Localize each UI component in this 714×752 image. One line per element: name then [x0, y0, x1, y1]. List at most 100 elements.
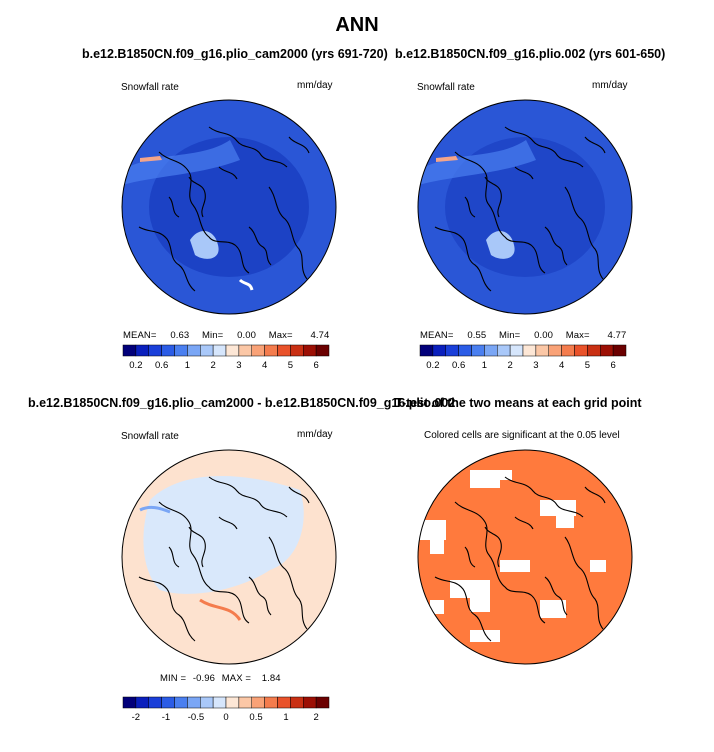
- colorbar-1-swatch: [264, 344, 278, 357]
- colorbar-1-swatch: [161, 344, 175, 357]
- panel-4-significant-field: [418, 450, 632, 664]
- colorbar-1-swatch: [148, 344, 162, 357]
- panel-1-mean-value: 0.63: [170, 330, 190, 341]
- colorbar-1: 0.2 0.6 1 2 3 4 5 6: [122, 344, 330, 371]
- colorbar-3-swatch: [251, 696, 265, 709]
- panel-1-map-border: [121, 99, 337, 315]
- colorbar-3-swatch: [290, 696, 304, 709]
- panel-1-map: [122, 100, 336, 314]
- colorbar-1-swatch: [200, 344, 214, 357]
- panel-3-min-label: MIN =: [160, 673, 187, 684]
- panel-3-max-value: 1.84: [261, 673, 281, 684]
- panel-1-min-value: 0.00: [237, 330, 257, 341]
- panel-2-units-label: mm/day: [592, 80, 628, 91]
- panel-4-title: T-test of the two means at each grid poi…: [395, 396, 642, 410]
- panel-1-units-label: mm/day: [297, 80, 333, 91]
- panel-1-max-value: 4.74: [310, 330, 330, 341]
- colorbar-3-swatch: [225, 696, 240, 709]
- colorbar-3-swatch: [303, 696, 317, 709]
- panel-2-high-spot: [436, 156, 458, 162]
- figure-title: ANN: [335, 14, 379, 36]
- colorbar-1-tick-label: 0.6: [155, 360, 168, 371]
- panel-1-min-label: Min=: [202, 330, 224, 341]
- panel-4-map-border: [417, 449, 633, 665]
- colorbar-1-swatch: [135, 344, 149, 357]
- colorbar-3-swatch: [212, 696, 227, 709]
- panel-1-high-spot: [140, 156, 162, 162]
- colorbar-3-tick-label: -2: [132, 712, 140, 723]
- colorbar-1-tick-label: 6: [313, 360, 318, 371]
- panel-3-units-label: mm/day: [297, 429, 333, 440]
- panel-3-map: [122, 450, 336, 664]
- colorbar-1-tick-label: 1: [185, 360, 190, 371]
- panel-1-max-label: Max=: [268, 330, 293, 341]
- panel-2-field: [418, 100, 632, 314]
- panel-3-map-border: [121, 449, 337, 665]
- colorbar-2-tick-label: 0.2: [426, 360, 439, 371]
- colorbar-1-swatch: [122, 344, 137, 357]
- panel-3-negative-streak: [139, 505, 171, 514]
- panel-2-mean-label: MEAN=: [420, 330, 454, 341]
- colorbar-2-swatch: [432, 344, 446, 357]
- colorbar-2-swatch: [458, 344, 472, 357]
- panel-2-map-border: [417, 99, 633, 315]
- panel-2-mean-value: 0.55: [467, 330, 487, 341]
- panel-1-mean-label: MEAN=: [123, 330, 157, 341]
- colorbar-3-tick-label: 2: [313, 712, 318, 723]
- colorbar-1-swatch: [251, 344, 265, 357]
- colorbar-2-swatch: [522, 344, 537, 357]
- colorbar-1-swatch: [303, 344, 317, 357]
- colorbar-2-swatch: [612, 344, 627, 357]
- colorbar-2-swatch: [471, 344, 485, 357]
- colorbar-2-swatch: [587, 344, 601, 357]
- panel-3-negative-region: [143, 476, 304, 594]
- panel-1-title: b.e12.B1850CN.f09_g16.plio_cam2000 (yrs …: [82, 47, 388, 61]
- colorbar-3-swatch: [148, 696, 162, 709]
- colorbar-2-swatch: [419, 344, 434, 357]
- panel-2-max-value: 4.77: [607, 330, 627, 341]
- colorbar-3-swatch: [161, 696, 175, 709]
- panel-3-min-value: -0.96: [192, 673, 216, 684]
- panel-2-title: b.e12.B1850CN.f09_g16.plio.002 (yrs 601-…: [395, 47, 666, 61]
- panel-2-band: [418, 140, 536, 185]
- colorbar-3-swatch: [277, 696, 291, 709]
- colorbar-1-tick-label: 3: [236, 360, 241, 371]
- panel-2-min-value: 0.00: [534, 330, 554, 341]
- colorbar-1-swatch: [187, 344, 201, 357]
- panel-3-title: b.e12.B1850CN.f09_g16.plio_cam2000 - b.e…: [28, 396, 456, 410]
- colorbar-2-swatch: [535, 344, 549, 357]
- colorbar-1-tick-label: 5: [288, 360, 293, 371]
- colorbar-3-swatch: [200, 696, 214, 709]
- colorbar-2-swatch: [574, 344, 588, 357]
- colorbar-2-tick-label: 6: [610, 360, 615, 371]
- colorbar-2-swatch: [445, 344, 459, 357]
- colorbar-2-tick-label: 3: [533, 360, 538, 371]
- colorbar-2-swatch: [548, 344, 562, 357]
- panel-1-band: [122, 140, 240, 185]
- colorbar-2-swatch: [497, 344, 511, 357]
- colorbar-1-swatch: [277, 344, 291, 357]
- colorbar-3-tick-label: 0: [223, 712, 228, 723]
- colorbar-3-tick-label: -0.5: [188, 712, 204, 723]
- colorbar-3-swatch: [238, 696, 252, 709]
- panel-2-min-label: Min=: [499, 330, 521, 341]
- colorbar-2-swatch: [509, 344, 524, 357]
- panel-2-variable-label: Snowfall rate: [417, 82, 475, 93]
- colorbar-3-swatch: [315, 696, 330, 709]
- colorbar-2: 0.2 0.6 1 2 3 4 5 6: [419, 344, 627, 371]
- colorbar-3-swatch: [122, 696, 137, 709]
- panel-4-map: [418, 450, 632, 664]
- panel-4-subtitle: Colored cells are significant at the 0.0…: [424, 430, 620, 441]
- colorbar-1-tick-label: 2: [210, 360, 215, 371]
- colorbar-3-tick-label: 0.5: [249, 712, 262, 723]
- colorbar-3-tick-label: -1: [162, 712, 170, 723]
- panel-2-max-label: Max=: [565, 330, 590, 341]
- colorbar-3: -2 -1 -0.5 0 0.5 1 2: [122, 696, 330, 723]
- panel-1-bright-patch: [190, 230, 219, 259]
- colorbar-2-tick-label: 1: [482, 360, 487, 371]
- colorbar-2-tick-label: 5: [585, 360, 590, 371]
- colorbar-1-swatch: [225, 344, 240, 357]
- panel-2-map: [418, 100, 632, 314]
- panel-3-variable-label: Snowfall rate: [121, 431, 179, 442]
- colorbar-2-tick-label: 2: [507, 360, 512, 371]
